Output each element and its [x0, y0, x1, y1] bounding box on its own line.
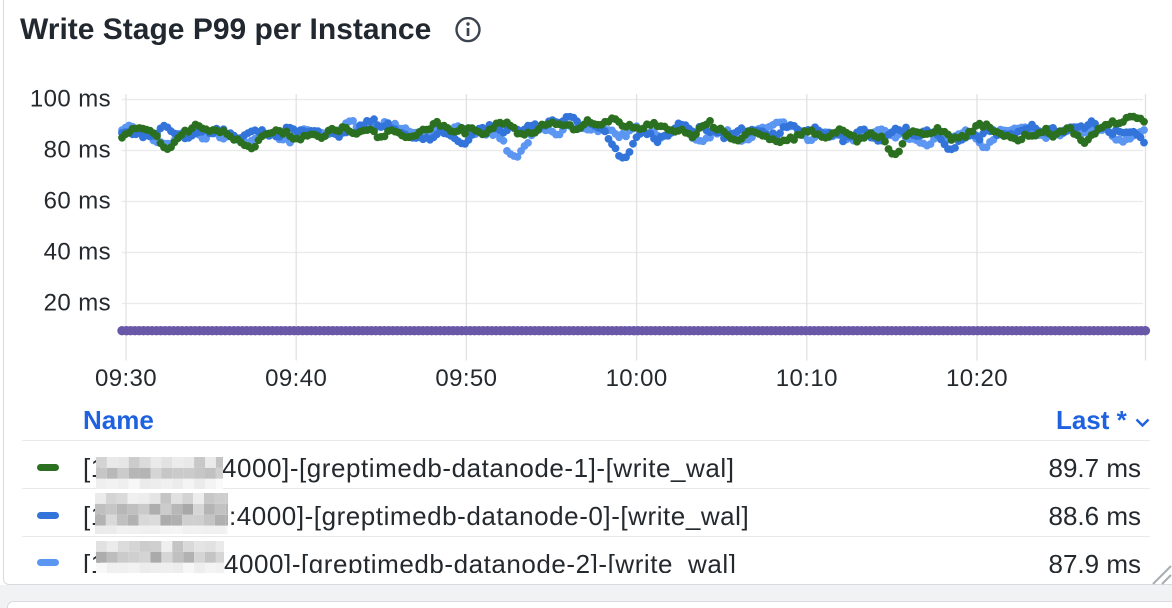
svg-text:20 ms: 20 ms [44, 289, 111, 316]
svg-text:09:40: 09:40 [265, 365, 327, 392]
svg-text:40 ms: 40 ms [44, 238, 111, 265]
svg-text:10:00: 10:00 [606, 365, 668, 392]
svg-text:80 ms: 80 ms [44, 136, 111, 163]
svg-text:60 ms: 60 ms [44, 187, 111, 214]
svg-text:09:30: 09:30 [95, 365, 157, 392]
svg-text:09:50: 09:50 [435, 365, 497, 392]
svg-text:10:10: 10:10 [776, 365, 838, 392]
svg-text:100 ms: 100 ms [30, 85, 111, 112]
svg-text:10:20: 10:20 [946, 365, 1008, 392]
